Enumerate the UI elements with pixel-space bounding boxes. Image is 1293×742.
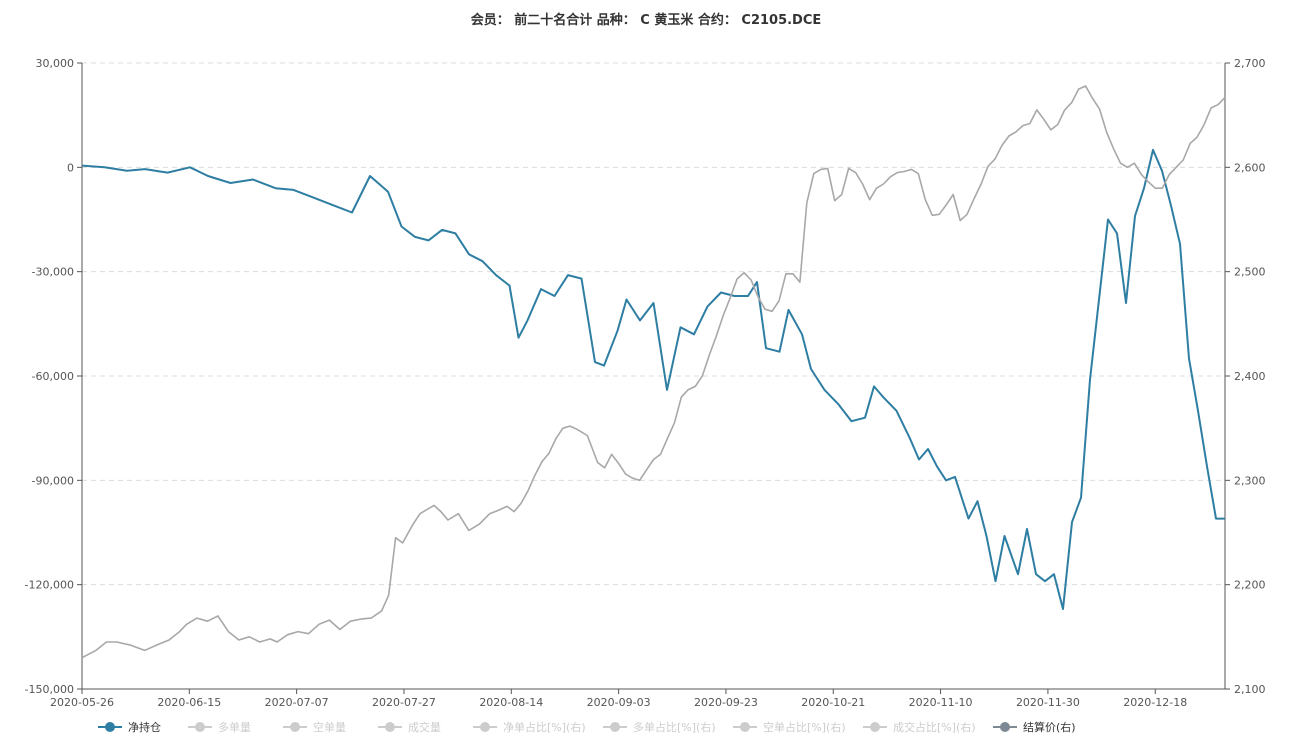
y-left-tick-label: -60,000 bbox=[32, 370, 74, 383]
y-right-tick-label: 2,700 bbox=[1234, 57, 1266, 70]
y-left-tick-label: -90,000 bbox=[32, 474, 74, 487]
legend-item[interactable]: 净单占比[%](右) bbox=[473, 720, 586, 734]
y-left-tick-label: 30,000 bbox=[36, 57, 75, 70]
legend-dot-icon bbox=[740, 722, 750, 732]
x-tick-label: 2020-11-10 bbox=[909, 696, 973, 709]
legend-dot-icon bbox=[870, 722, 880, 732]
x-tick-label: 2020-10-21 bbox=[801, 696, 865, 709]
y-left-tick-label: 0 bbox=[67, 161, 74, 174]
legend-label: 成交量 bbox=[408, 720, 441, 734]
legend-item[interactable]: 空单占比[%](右) bbox=[733, 720, 846, 734]
y-left-tick-label: -120,000 bbox=[25, 579, 74, 592]
x-tick-label: 2020-11-30 bbox=[1016, 696, 1080, 709]
legend-item[interactable]: 成交占比[%](右) bbox=[863, 720, 976, 734]
legend-dot-icon bbox=[290, 722, 300, 732]
legend-label: 多单量 bbox=[218, 720, 251, 734]
y-right-tick-label: 2,400 bbox=[1234, 370, 1266, 383]
series-line-settlement-price bbox=[81, 85, 1226, 659]
x-tick-label: 2020-08-14 bbox=[479, 696, 543, 709]
x-tick-label: 2020-12-18 bbox=[1123, 696, 1187, 709]
legend-dot-icon bbox=[105, 722, 115, 732]
x-tick-label: 2020-09-03 bbox=[587, 696, 651, 709]
legend-item[interactable]: 成交量 bbox=[378, 720, 441, 734]
axes: 30,000 0 -30,000 -60,000 -90,000 -120,000 -150… bbox=[25, 57, 1266, 709]
x-tick-label: 2020-09-23 bbox=[694, 696, 758, 709]
y-right-tick-label: 2,100 bbox=[1234, 683, 1266, 696]
legend-label: 空单占比[%](右) bbox=[763, 720, 846, 734]
y-left-tick-label: -30,000 bbox=[32, 266, 74, 279]
legend-item[interactable]: 净持仓 bbox=[98, 720, 161, 734]
legend-label: 成交占比[%](右) bbox=[893, 720, 976, 734]
legend: 净持仓 多单量 空单量 成交量 净单占比[%](右) 多单占比[%](右) 空单占比[%](… bbox=[98, 720, 1076, 734]
x-tick-label: 2020-05-26 bbox=[50, 696, 114, 709]
legend-item[interactable]: 多单量 bbox=[188, 720, 251, 734]
series-layer bbox=[81, 85, 1226, 659]
y-left-tick-label: -150,000 bbox=[25, 683, 74, 696]
legend-item[interactable]: 多单占比[%](右) bbox=[603, 720, 716, 734]
x-tick-label: 2020-07-07 bbox=[265, 696, 329, 709]
legend-item[interactable]: 空单量 bbox=[283, 720, 346, 734]
legend-dot-icon bbox=[480, 722, 490, 732]
legend-label: 空单量 bbox=[313, 720, 346, 734]
legend-dot-icon bbox=[385, 722, 395, 732]
legend-label: 多单占比[%](右) bbox=[633, 720, 716, 734]
x-tick-label: 2020-06-15 bbox=[157, 696, 221, 709]
legend-dot-icon bbox=[610, 722, 620, 732]
legend-dot-icon bbox=[1000, 722, 1010, 732]
y-right-tick-label: 2,300 bbox=[1234, 474, 1266, 487]
y-right-tick-label: 2,600 bbox=[1234, 161, 1266, 174]
chart-title: 会员： 前二十名合计 品种： C 黄玉米 合约： C2105.DCE bbox=[471, 12, 822, 28]
series-line-net-position bbox=[81, 148, 1225, 610]
legend-label: 结算价(右) bbox=[1023, 720, 1076, 734]
grid-lines bbox=[82, 62, 1225, 586]
legend-dot-icon bbox=[195, 722, 205, 732]
y-right-tick-label: 2,200 bbox=[1234, 579, 1266, 592]
legend-item[interactable]: 结算价(右) bbox=[993, 720, 1076, 734]
legend-label: 净持仓 bbox=[128, 720, 161, 734]
legend-label: 净单占比[%](右) bbox=[503, 720, 586, 734]
x-tick-label: 2020-07-27 bbox=[372, 696, 436, 709]
y-right-tick-label: 2,500 bbox=[1234, 266, 1266, 279]
